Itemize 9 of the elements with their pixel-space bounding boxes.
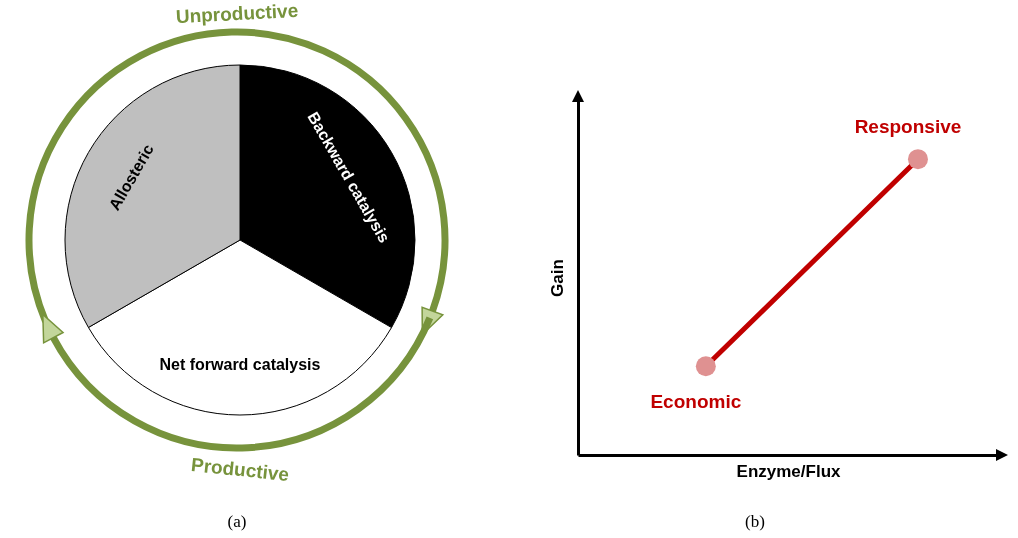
slice-label: Net forward catalysis [159, 355, 321, 374]
text: (a) [227, 512, 247, 531]
x-axis-title: Enzyme/Flux [736, 461, 841, 481]
text: (b) [745, 512, 765, 531]
y-axis-title: Gain [547, 259, 567, 297]
text: Unproductive [175, 0, 299, 28]
annotation: Responsive [854, 116, 962, 138]
annotation: Economic [650, 391, 742, 413]
text: Productive [190, 453, 290, 486]
